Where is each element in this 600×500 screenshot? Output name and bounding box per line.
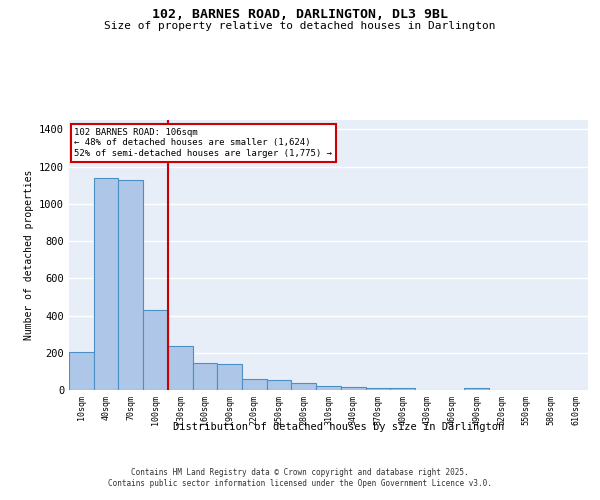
Text: 102, BARNES ROAD, DARLINGTON, DL3 9BL: 102, BARNES ROAD, DARLINGTON, DL3 9BL [152, 8, 448, 20]
Text: Distribution of detached houses by size in Darlington: Distribution of detached houses by size … [173, 422, 505, 432]
Bar [316, 386, 341, 390]
Bar [242, 379, 267, 390]
Bar [267, 380, 292, 390]
Bar [94, 178, 118, 390]
Y-axis label: Number of detached properties: Number of detached properties [23, 170, 34, 340]
Text: 102 BARNES ROAD: 106sqm
← 48% of detached houses are smaller (1,624)
52% of semi: 102 BARNES ROAD: 106sqm ← 48% of detache… [74, 128, 332, 158]
Bar [390, 388, 415, 390]
Text: Contains HM Land Registry data © Crown copyright and database right 2025.
Contai: Contains HM Land Registry data © Crown c… [108, 468, 492, 487]
Bar [217, 364, 242, 390]
Bar [143, 310, 168, 390]
Bar [292, 383, 316, 390]
Bar [341, 386, 365, 390]
Bar [365, 388, 390, 390]
Bar [464, 388, 489, 390]
Bar [193, 363, 217, 390]
Bar [69, 352, 94, 390]
Text: Size of property relative to detached houses in Darlington: Size of property relative to detached ho… [104, 21, 496, 31]
Bar [118, 180, 143, 390]
Bar [168, 346, 193, 390]
